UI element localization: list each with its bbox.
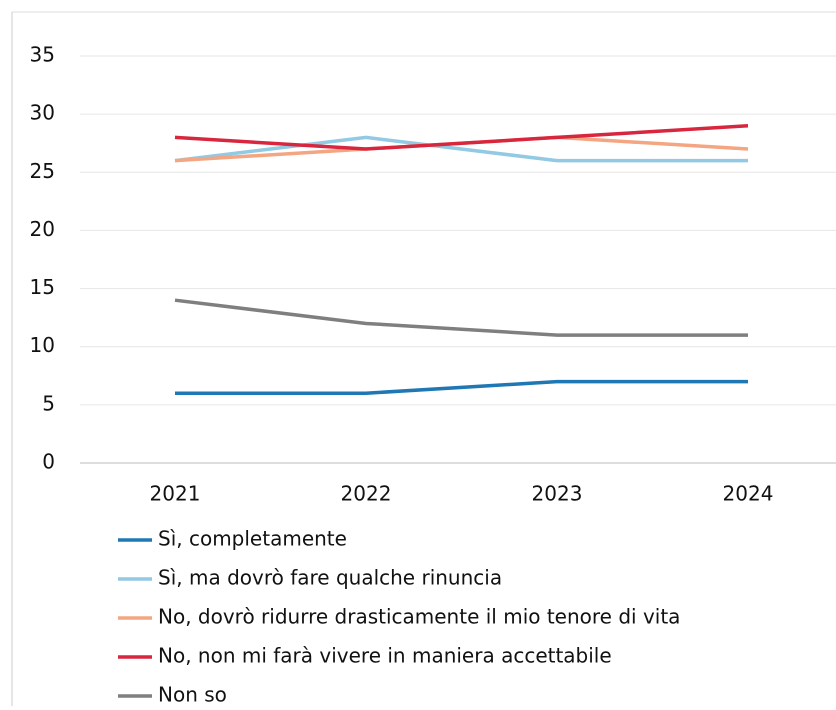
y-tick-label: 5 [42,391,55,415]
legend-label: No, non mi farà vivere in maniera accett… [158,644,612,668]
legend-label: Sì, completamente [158,527,347,551]
legend-label: No, dovrò ridurre drasticamente il mio t… [158,605,680,629]
y-tick-label: 10 [30,333,55,357]
legend-label: Sì, ma dovrò fare qualche rinuncia [158,566,502,590]
x-tick-label: 2022 [341,482,392,506]
y-tick-label: 30 [30,101,55,125]
x-tick-label: 2023 [532,482,583,506]
x-tick-label: 2024 [723,482,774,506]
y-tick-label: 0 [42,450,55,474]
legend-label: Non so [158,683,227,707]
series-line [174,298,748,337]
series-line [174,135,748,163]
y-tick-label: 15 [30,275,55,299]
series-line [174,124,749,151]
y-tick-label: 25 [30,159,55,183]
x-tick-label: 2021 [150,482,201,506]
series-line [175,379,748,395]
y-tick-label: 20 [30,217,55,241]
y-tick-label: 35 [30,43,55,67]
